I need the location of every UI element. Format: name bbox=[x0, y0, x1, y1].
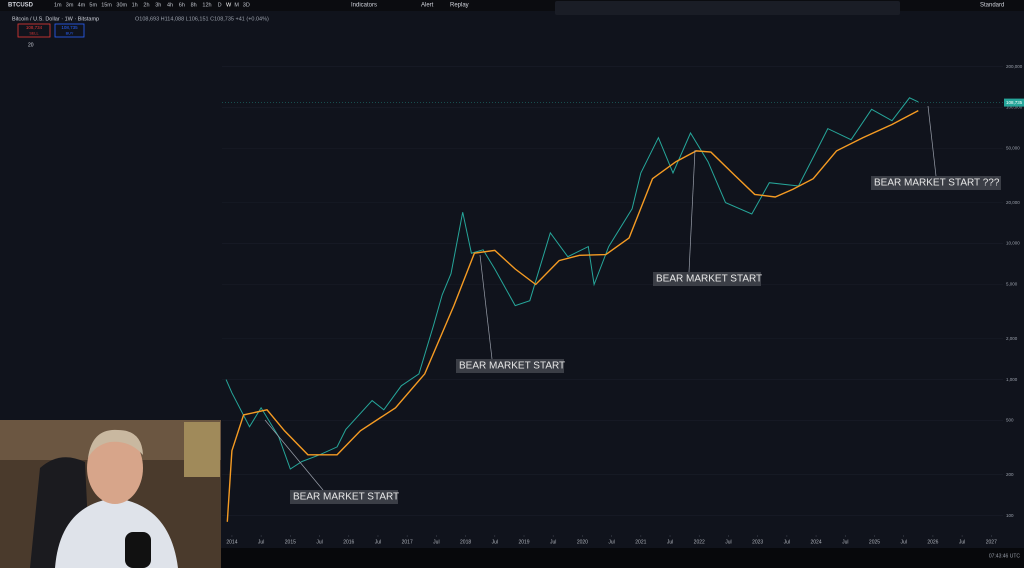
webcam-mic bbox=[125, 532, 151, 568]
timeframe[interactable]: 6h bbox=[179, 2, 185, 8]
symbol[interactable]: BTCUSD bbox=[8, 3, 34, 9]
x-tick-label: Jul bbox=[492, 539, 498, 545]
x-tick-label: 2016 bbox=[343, 539, 354, 545]
timeframe[interactable]: M bbox=[234, 2, 239, 8]
x-tick-label: Jul bbox=[375, 539, 381, 545]
timeframe[interactable]: 12h bbox=[202, 2, 211, 8]
x-tick-label: 2014 bbox=[226, 539, 237, 545]
annotation-box bbox=[653, 272, 761, 286]
x-tick-label: Jul bbox=[900, 539, 906, 545]
annotation-arrow bbox=[479, 254, 493, 360]
x-tick-label: 2018 bbox=[460, 539, 471, 545]
timeframe[interactable]: 8h bbox=[191, 2, 197, 8]
x-tick-label: 2026 bbox=[927, 539, 938, 545]
timeframe[interactable]: 3m bbox=[66, 2, 74, 8]
sell-price: 108,734 bbox=[26, 25, 43, 30]
timeframe[interactable]: W bbox=[226, 2, 232, 8]
y-tick-label: 200 bbox=[1006, 472, 1014, 477]
annotation-box bbox=[456, 359, 564, 373]
indicator-label: 20 bbox=[28, 42, 34, 48]
x-tick-label: 2021 bbox=[635, 539, 646, 545]
timeframe[interactable]: 1m bbox=[54, 2, 62, 8]
clock: 07:43:46 UTC bbox=[989, 553, 1021, 559]
annotation-box bbox=[871, 176, 1001, 190]
legend-title: Bitcoin / U.S. Dollar · 1W · Bitstamp bbox=[12, 16, 99, 22]
x-tick-label: 2024 bbox=[811, 539, 822, 545]
replay-button[interactable]: Replay bbox=[450, 3, 469, 9]
timeframe[interactable]: 4m bbox=[78, 2, 86, 8]
alert-button[interactable]: Alert bbox=[421, 3, 434, 9]
timeframe[interactable]: 4h bbox=[167, 2, 173, 8]
x-tick-label: Jul bbox=[959, 539, 965, 545]
plot: 100 200 500 1,000 2,000 5,000 10,000 20,000 50,0… bbox=[222, 64, 1024, 545]
timeframe[interactable]: 30m bbox=[116, 2, 127, 8]
y-tick-label: 100 bbox=[1006, 513, 1014, 518]
x-tick-label: 2022 bbox=[694, 539, 705, 545]
timeframe[interactable]: 1h bbox=[132, 2, 138, 8]
x-tick-label: 2027 bbox=[986, 539, 997, 545]
drawing-toolbar bbox=[555, 1, 900, 15]
price-axis bbox=[1003, 11, 1024, 548]
x-tick-label: Jul bbox=[725, 539, 731, 545]
buy-button[interactable] bbox=[54, 23, 85, 38]
top-toolbar bbox=[0, 0, 1024, 11]
x-tick-label: 2020 bbox=[577, 539, 588, 545]
y-tick-label: 5,000 bbox=[1006, 282, 1018, 287]
x-tick-label: Jul bbox=[784, 539, 790, 545]
annotation-label: BEAR MARKET START bbox=[459, 361, 565, 372]
annotation-label: BEAR MARKET START ??? bbox=[874, 178, 1000, 189]
timeframe[interactable]: 15m bbox=[101, 2, 112, 8]
x-tick-label: 2025 bbox=[869, 539, 880, 545]
series-line bbox=[225, 97, 919, 470]
timeframe[interactable]: 3h bbox=[155, 2, 161, 8]
webcam-painting bbox=[184, 422, 220, 477]
x-tick-label: Jul bbox=[433, 539, 439, 545]
webcam-face bbox=[87, 432, 143, 504]
x-tick-label: 2015 bbox=[285, 539, 296, 545]
layout-button[interactable]: Standard bbox=[980, 3, 1004, 9]
buy-price: 108,735 bbox=[61, 25, 78, 30]
x-tick-label: 2023 bbox=[752, 539, 763, 545]
y-tick-label: 1,000 bbox=[1006, 377, 1018, 382]
timeframe[interactable]: 5m bbox=[89, 2, 97, 8]
annotation-box bbox=[290, 490, 398, 504]
annotation-label: BEAR MARKET START bbox=[293, 492, 399, 503]
y-tick-label: 100,000 bbox=[1006, 105, 1023, 110]
y-tick-label: 10,000 bbox=[1006, 241, 1020, 246]
timeframe[interactable]: D bbox=[218, 2, 222, 8]
x-tick-label: Jul bbox=[842, 539, 848, 545]
timeframes: 1m 3m 4m 5m 15m 30m 1h 2h 3h 4h 6h 8h 12h D W M 3D bbox=[54, 2, 250, 8]
y-tick-label: 50,000 bbox=[1006, 146, 1020, 151]
indicators-button[interactable]: Indicators bbox=[351, 3, 377, 9]
last-price-label: 108,735 bbox=[1006, 100, 1023, 105]
x-tick-label: 2017 bbox=[402, 539, 413, 545]
legend-ohlc: O108,693 H114,088 L106,151 C108,735 +41 … bbox=[135, 16, 269, 22]
y-tick-label: 200,000 bbox=[1006, 64, 1023, 69]
webcam bbox=[0, 420, 221, 568]
x-tick-label: 2019 bbox=[518, 539, 529, 545]
y-tick-label: 500 bbox=[1006, 418, 1014, 423]
annotation-label: BEAR MARKET START bbox=[656, 274, 762, 285]
x-tick-label: Jul bbox=[608, 539, 614, 545]
x-tick-label: Jul bbox=[258, 539, 264, 545]
series-line bbox=[226, 109, 919, 522]
buy-label: BUY bbox=[66, 32, 74, 36]
sell-button[interactable] bbox=[17, 23, 51, 38]
y-tick-label: 20,000 bbox=[1006, 200, 1020, 205]
y-tick-label: 2,000 bbox=[1006, 336, 1018, 341]
annotation-arrow bbox=[927, 105, 937, 177]
x-tick-label: Jul bbox=[316, 539, 322, 545]
annotation-arrow bbox=[688, 149, 696, 273]
sell-label: SELL bbox=[29, 32, 38, 36]
x-tick-label: Jul bbox=[667, 539, 673, 545]
timeframe[interactable]: 2h bbox=[143, 2, 149, 8]
bottom-bar bbox=[0, 548, 1024, 568]
webcam-hair bbox=[88, 429, 143, 458]
x-tick-label: Jul bbox=[550, 539, 556, 545]
timeframe[interactable]: 3D bbox=[243, 2, 250, 8]
last-price-tag bbox=[1004, 98, 1024, 107]
annotation-arrow bbox=[264, 419, 324, 491]
